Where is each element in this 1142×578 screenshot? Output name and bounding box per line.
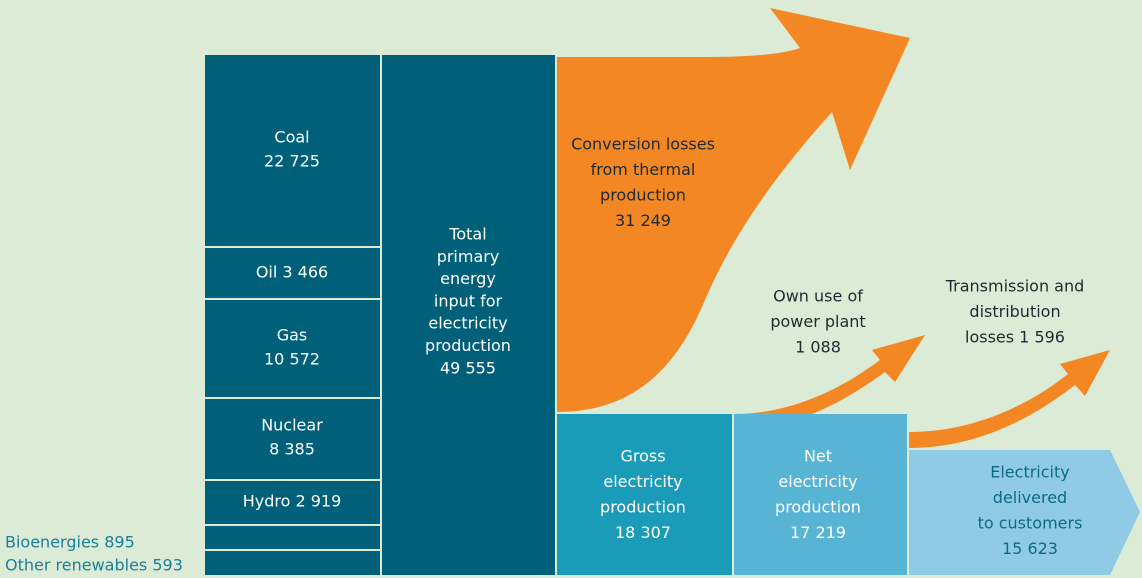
node-label: production: [425, 336, 511, 355]
node-label: electricity: [778, 472, 857, 491]
node-label: Coal: [274, 128, 309, 147]
node-label: distribution: [969, 302, 1060, 321]
node-label: Conversion losses: [571, 135, 715, 154]
node-label: electricity: [428, 314, 507, 333]
node-label: Transmission and: [945, 277, 1085, 296]
node-label: Total: [448, 225, 486, 244]
node-label: 8 385: [269, 440, 315, 459]
node-label: Gas: [277, 326, 308, 345]
node-label: Oil 3 466: [256, 263, 328, 282]
other-renewables-box: [205, 551, 380, 575]
node-label: Bioenergies 895: [5, 533, 135, 552]
node-label: 18 307: [615, 523, 671, 542]
node-label: Hydro 2 919: [243, 492, 342, 511]
node-label: production: [775, 498, 861, 517]
total-box: [382, 55, 555, 575]
node-label: Own use of: [773, 287, 863, 306]
node-label: primary: [437, 247, 500, 266]
node-label: Gross: [620, 447, 665, 466]
node-label: Electricity: [990, 463, 1069, 482]
node-label: Other renewables 593: [5, 556, 183, 575]
delivered-arrow: [909, 450, 1140, 575]
node-label: losses 1 596: [965, 328, 1065, 347]
node-label: 15 623: [1002, 539, 1058, 558]
node-label: 10 572: [264, 350, 320, 369]
node-label: energy: [440, 269, 496, 288]
gas-box: [205, 300, 380, 397]
node-label: production: [600, 498, 686, 517]
labels: Coal 22 725 Oil 3 466 Gas 10 572 Nuclear 8 385…: [5, 128, 1084, 575]
node-label: delivered: [993, 488, 1067, 507]
node-label: Net: [804, 447, 832, 466]
node-label: to customers: [978, 514, 1083, 533]
node-label: input for: [434, 291, 503, 310]
bioenergies-box: [205, 526, 380, 549]
conversion-losses-arrow: [557, 8, 910, 412]
node-label: power plant: [770, 312, 865, 331]
net-box: [734, 414, 907, 575]
node-label: from thermal: [591, 160, 696, 179]
node-label: 1 088: [795, 338, 841, 357]
source-boxes: [205, 55, 555, 575]
node-label: Nuclear: [261, 416, 323, 435]
oil-box: [205, 248, 380, 298]
node-label: 22 725: [264, 152, 320, 171]
gross-box: [557, 414, 732, 575]
transmission-arrow: [909, 350, 1110, 448]
node-label: production: [600, 186, 686, 205]
node-label: electricity: [603, 472, 682, 491]
coal-box: [205, 55, 380, 246]
node-label: 49 555: [440, 358, 496, 377]
node-label: 31 249: [615, 211, 671, 230]
nuclear-box: [205, 399, 380, 479]
hydro-box: [205, 481, 380, 524]
node-label: 17 219: [790, 523, 846, 542]
